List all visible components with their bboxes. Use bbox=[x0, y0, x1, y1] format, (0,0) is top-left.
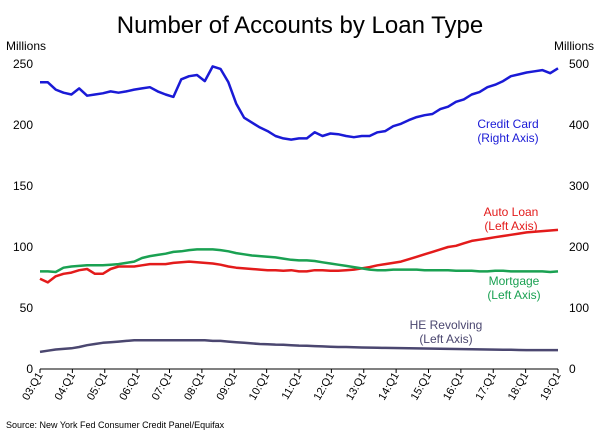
x-tick-label: 15:Q1 bbox=[409, 371, 434, 403]
x-tick-label: 16:Q1 bbox=[441, 371, 466, 403]
chart-title: Number of Accounts by Loan Type bbox=[117, 12, 483, 39]
x-tick-label: 03:Q1 bbox=[20, 371, 45, 403]
he-revolving-label-line2: (Left Axis) bbox=[419, 332, 472, 346]
x-tick-label: 19:Q1 bbox=[538, 371, 563, 403]
credit-series-line bbox=[40, 65, 559, 141]
he-series-line bbox=[39, 339, 558, 354]
mortgage-series-line bbox=[40, 248, 559, 274]
x-axis-ticks: 03:Q1 04:Q1 05:Q1 06:Q1 07:Q1 08:Q1 09:Q1 10:Q1… bbox=[20, 369, 564, 403]
right-tick-label: 400 bbox=[569, 118, 589, 132]
x-tick-label: 08:Q1 bbox=[182, 371, 207, 403]
series-lines bbox=[39, 65, 559, 354]
x-tick-label: 18:Q1 bbox=[506, 371, 531, 403]
x-tick-label: 05:Q1 bbox=[85, 371, 110, 403]
right-tick-label: 100 bbox=[569, 301, 589, 315]
left-tick-label: 100 bbox=[13, 240, 33, 254]
right-tick-label: 300 bbox=[569, 179, 589, 193]
right-tick-label: 200 bbox=[569, 240, 589, 254]
auto-series-line bbox=[39, 228, 559, 284]
mortgage-label-line2: (Left Axis) bbox=[487, 288, 540, 302]
left-axis-unit: Millions bbox=[6, 39, 46, 53]
auto-loan-label-line1: Auto Loan bbox=[484, 205, 539, 219]
right-axis-unit: Millions bbox=[554, 39, 594, 53]
left-tick-label: 250 bbox=[13, 57, 33, 71]
auto-loan-label-line2: (Left Axis) bbox=[484, 219, 537, 233]
left-axis-ticks: 0 50 100 150 200 250 bbox=[13, 57, 33, 376]
left-tick-label: 150 bbox=[13, 179, 33, 193]
left-tick-label: 0 bbox=[26, 362, 33, 376]
x-tick-label: 07:Q1 bbox=[150, 371, 175, 403]
right-tick-label: 500 bbox=[569, 57, 589, 71]
credit-card-label-line1: Credit Card bbox=[477, 117, 538, 131]
x-tick-label: 13:Q1 bbox=[344, 371, 369, 403]
right-axis-ticks: 0 100 200 300 400 500 bbox=[569, 57, 589, 376]
x-tick-label: 12:Q1 bbox=[312, 371, 337, 403]
he-revolving-label-line1: HE Revolving bbox=[410, 318, 483, 332]
right-tick-label: 0 bbox=[569, 362, 576, 376]
left-tick-label: 50 bbox=[20, 301, 34, 315]
left-tick-label: 200 bbox=[13, 118, 33, 132]
x-tick-label: 09:Q1 bbox=[214, 371, 239, 403]
x-tick-label: 17:Q1 bbox=[473, 371, 498, 403]
mortgage-label-line1: Mortgage bbox=[489, 274, 540, 288]
x-tick-label: 14:Q1 bbox=[376, 371, 401, 403]
x-tick-label: 11:Q1 bbox=[280, 371, 305, 402]
source-note: Source: New York Fed Consumer Credit Pan… bbox=[6, 420, 225, 430]
credit-card-label-line2: (Right Axis) bbox=[477, 131, 538, 145]
x-tick-label: 04:Q1 bbox=[53, 371, 78, 403]
x-tick-label: 06:Q1 bbox=[117, 371, 142, 403]
x-tick-label: 10:Q1 bbox=[247, 371, 272, 403]
